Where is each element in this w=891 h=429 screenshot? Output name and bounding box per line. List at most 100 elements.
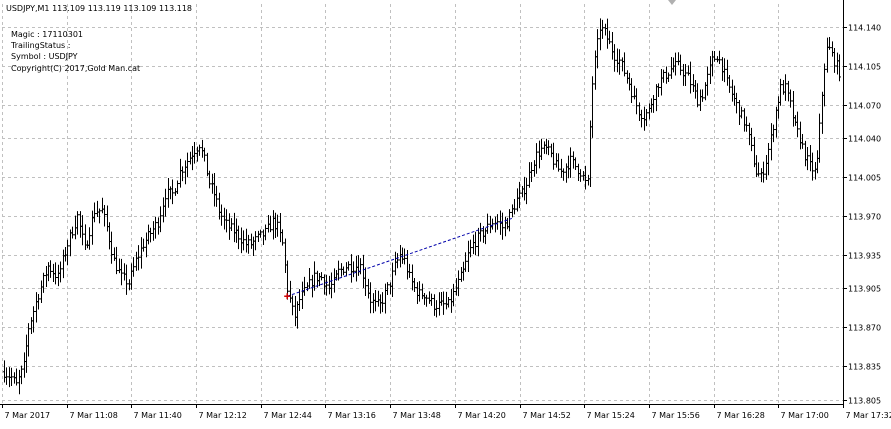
ohlc-bar bbox=[430, 293, 433, 306]
info-copyright: Copyright(C) 2017,Gold Man.cat bbox=[11, 64, 141, 73]
ohlc-bar bbox=[23, 352, 26, 378]
chart-frame bbox=[0, 0, 844, 405]
ohlc-bar bbox=[696, 83, 699, 108]
ohlc-bar bbox=[103, 205, 106, 227]
ohlc-bar bbox=[289, 280, 292, 303]
ohlc-bar bbox=[689, 61, 692, 94]
ohlc-bar bbox=[96, 200, 99, 217]
ohlc-bar bbox=[528, 162, 531, 188]
ohlc-bar bbox=[115, 246, 118, 275]
chart-shift-marker-icon bbox=[668, 0, 676, 5]
ohlc-bar bbox=[421, 283, 424, 300]
ohlc-bar bbox=[411, 264, 414, 291]
ohlc-bar bbox=[296, 301, 299, 329]
ohlc-bar bbox=[633, 85, 636, 100]
ohlc-bar bbox=[272, 210, 275, 240]
time-axis[interactable]: 7 Mar 2017 7 Mar 11:08 7 Mar 11:40 7 Mar 12… bbox=[2, 404, 891, 420]
ohlc-bar bbox=[233, 212, 236, 243]
ohlc-bar bbox=[716, 56, 719, 63]
ohlc-bar bbox=[472, 234, 475, 255]
ohlc-bar bbox=[489, 215, 492, 234]
price-tick-label: 113.835 bbox=[848, 363, 881, 372]
time-tick-label: 7 Mar 15:24 bbox=[587, 411, 635, 420]
ohlc-bar bbox=[525, 177, 528, 205]
price-tick-label: 113.935 bbox=[848, 252, 881, 261]
ohlc-bar bbox=[440, 291, 443, 306]
ohlc-bar bbox=[403, 248, 406, 265]
ohlc-bar bbox=[76, 211, 79, 235]
ohlc-bar bbox=[396, 253, 399, 269]
ohlc-bar bbox=[806, 146, 809, 171]
info-magic: Magic : 17110301 bbox=[11, 30, 84, 39]
ohlc-bar bbox=[772, 124, 775, 143]
ohlc-bar bbox=[386, 282, 389, 296]
ohlc-bar bbox=[753, 136, 756, 168]
ohlc-bar bbox=[518, 181, 521, 209]
ohlc-bar bbox=[259, 229, 262, 238]
ohlc-bar bbox=[433, 294, 436, 316]
ohlc-bar bbox=[596, 29, 599, 69]
ohlc-bar bbox=[508, 209, 511, 232]
ohlc-bar bbox=[32, 306, 35, 333]
ohlc-bar bbox=[125, 264, 128, 295]
ohlc-bar bbox=[833, 48, 836, 73]
ohlc-bar bbox=[193, 141, 196, 164]
price-tick-label: 114.140 bbox=[848, 24, 881, 33]
trade-overlay bbox=[284, 217, 512, 300]
ohlc-bar bbox=[413, 277, 416, 292]
ohlc-bar bbox=[377, 290, 380, 307]
ohlc-bar bbox=[145, 232, 148, 258]
ohlc-bar bbox=[450, 288, 453, 313]
price-axis[interactable]: 114.140 114.105 114.070 114.040 114.005 113.9… bbox=[843, 24, 881, 406]
ohlc-bar bbox=[215, 185, 218, 207]
ohlc-bar bbox=[765, 155, 768, 180]
ohlc-bar bbox=[831, 41, 834, 57]
ohlc-bar bbox=[699, 89, 702, 112]
ohlc-bar bbox=[579, 169, 582, 182]
ohlc-bar bbox=[745, 116, 748, 132]
ohlc-bar bbox=[135, 251, 138, 271]
ohlc-bar bbox=[479, 222, 482, 242]
ohlc-bar bbox=[220, 204, 223, 226]
time-tick-label: 7 Mar 14:52 bbox=[523, 411, 571, 420]
ohlc-bar bbox=[84, 224, 87, 251]
ohlc-bar bbox=[62, 249, 65, 279]
ohlc-bar bbox=[562, 168, 565, 181]
ohlc-bar bbox=[416, 282, 419, 305]
time-tick-label: 7 Mar 2017 bbox=[5, 411, 51, 420]
ohlc-bar bbox=[701, 89, 704, 102]
ohlc-bar bbox=[682, 63, 685, 86]
ohlc-bar bbox=[457, 270, 460, 297]
ohlc-bar bbox=[677, 52, 680, 66]
ohlc-bar bbox=[823, 63, 826, 107]
ohlc-bar bbox=[418, 281, 421, 302]
ohlc-bar bbox=[706, 66, 709, 96]
ohlc-bar bbox=[140, 237, 143, 269]
ohlc-bar bbox=[711, 50, 714, 77]
ohlc-bar bbox=[225, 209, 228, 233]
time-tick-label: 7 Mar 11:08 bbox=[70, 411, 118, 420]
ohlc-bar bbox=[179, 158, 182, 188]
ohlc-bar bbox=[142, 238, 145, 252]
ohlc-bar bbox=[452, 283, 455, 307]
ohlc-bar bbox=[18, 369, 21, 395]
ohlc-bar bbox=[101, 197, 104, 214]
ohlc-bar bbox=[66, 239, 69, 266]
ohlc-bar bbox=[511, 204, 514, 218]
ohlc-bar bbox=[670, 56, 673, 79]
ohlc-bar bbox=[30, 317, 33, 334]
ohlc-bar bbox=[381, 292, 384, 313]
ohlc-bar bbox=[618, 49, 621, 75]
ohlc-bar bbox=[645, 108, 648, 127]
ohlc-bar bbox=[15, 368, 18, 386]
ohlc-bar bbox=[694, 79, 697, 99]
ohlc-bar bbox=[757, 162, 760, 177]
ohlc-bar bbox=[584, 165, 587, 190]
ohlc-bar bbox=[447, 297, 450, 308]
ohlc-bar bbox=[738, 99, 741, 125]
ohlc-bar bbox=[721, 57, 724, 81]
ohlc-bar bbox=[286, 260, 289, 300]
ohlc-bar bbox=[269, 215, 272, 233]
